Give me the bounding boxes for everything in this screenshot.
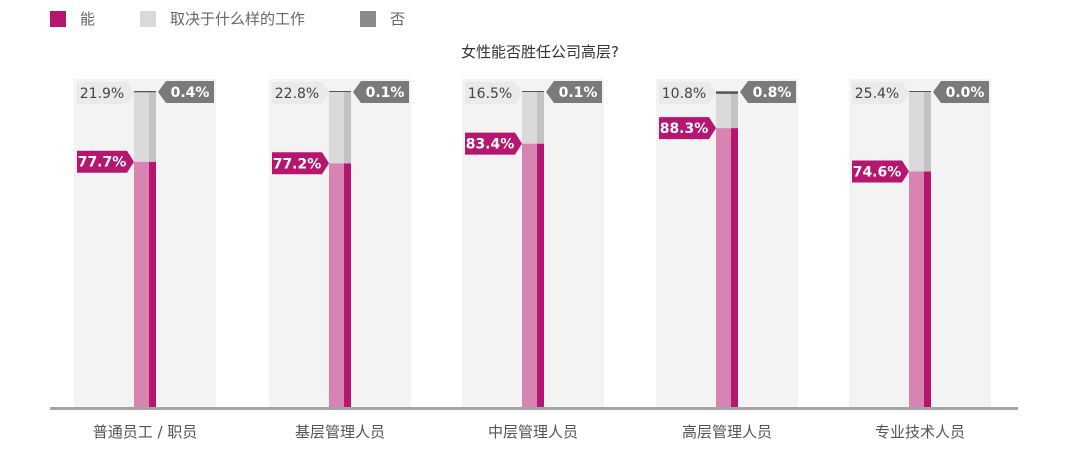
bar-depends-edge <box>149 92 156 162</box>
data-label-no: 0.4% <box>171 85 210 101</box>
label-bg-no <box>546 81 602 103</box>
legend-swatch-no <box>360 11 376 27</box>
data-label-depends: 10.8% <box>662 86 706 102</box>
data-label-yes: 77.2% <box>273 156 322 172</box>
bar-depends-edge <box>344 91 351 164</box>
bar-yes-edge <box>344 163 351 408</box>
data-label-no: 0.0% <box>946 85 985 101</box>
data-label-depends: 25.4% <box>855 86 899 102</box>
data-label-no: 0.8% <box>753 85 792 101</box>
bar-no <box>909 91 931 92</box>
bar-depends-edge <box>731 93 738 129</box>
bar-yes-edge <box>149 161 156 408</box>
category-label: 专业技术人员 <box>875 423 965 441</box>
label-bg-depends <box>659 82 716 104</box>
legend-swatch-yes <box>50 11 66 27</box>
label-bg-no <box>933 81 989 103</box>
category-label: 基层管理人员 <box>295 423 385 441</box>
label-bg-no <box>158 81 214 103</box>
category-label: 中层管理人员 <box>488 423 578 441</box>
label-bg-yes <box>852 160 909 183</box>
legend-label-yes: 能 <box>80 10 96 28</box>
label-bg-yes <box>272 152 329 175</box>
legend-swatch-depends <box>140 11 156 27</box>
data-label-yes: 88.3% <box>660 121 709 137</box>
label-bg-yes <box>77 150 134 173</box>
data-label-depends: 16.5% <box>468 86 512 102</box>
data-label-yes: 83.4% <box>466 137 515 153</box>
bar-no <box>522 91 544 92</box>
label-bg-no <box>353 81 409 103</box>
chart-title: 女性能否胜任公司高层? <box>461 43 619 61</box>
bar-yes-edge <box>924 171 931 408</box>
label-bg-yes <box>465 132 522 155</box>
bar-yes-edge <box>537 143 544 408</box>
bar-no <box>134 91 156 93</box>
legend-label-no: 否 <box>390 10 406 28</box>
legend-label-depends: 取决于什么样的工作 <box>170 10 306 28</box>
data-label-depends: 21.9% <box>80 86 124 102</box>
x-axis-baseline <box>50 407 1018 410</box>
data-label-yes: 74.6% <box>853 165 902 181</box>
bar-no <box>329 91 351 92</box>
data-label-no: 0.1% <box>366 85 405 101</box>
label-bg-depends <box>852 82 909 104</box>
bar-no <box>716 91 738 94</box>
data-label-no: 0.1% <box>559 85 598 101</box>
data-label-yes: 77.7% <box>78 155 127 171</box>
category-label: 高层管理人员 <box>682 423 772 441</box>
label-bg-yes <box>659 117 716 140</box>
bar-yes-edge <box>731 128 738 409</box>
label-bg-depends <box>272 82 329 104</box>
category-label: 普通员工 / 职员 <box>93 423 198 441</box>
bar-depends-edge <box>924 91 931 172</box>
label-bg-depends <box>465 82 522 104</box>
data-label-depends: 22.8% <box>275 86 319 102</box>
label-bg-no <box>740 81 796 103</box>
legend: 能 取决于什么样的工作 否 <box>0 0 1080 40</box>
label-bg-depends <box>77 82 134 104</box>
bar-depends-edge <box>537 91 544 144</box>
